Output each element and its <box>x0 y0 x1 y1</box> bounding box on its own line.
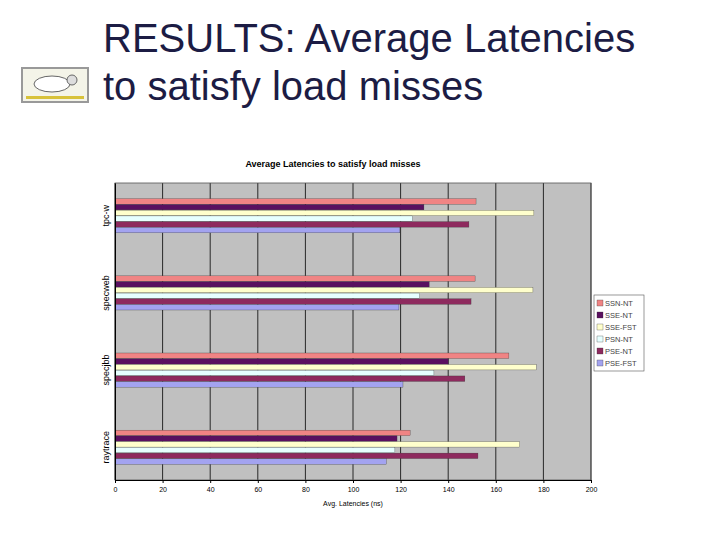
x-tick: 160 <box>490 480 502 493</box>
logo-head <box>67 75 77 85</box>
logo <box>22 68 88 102</box>
x-axis-line <box>116 481 592 484</box>
x-tick-mark <box>448 480 449 483</box>
bar <box>115 453 478 458</box>
x-tick-mark <box>163 480 164 483</box>
bar <box>115 204 424 209</box>
bar <box>115 276 475 281</box>
bar <box>115 370 434 375</box>
x-tick-mark <box>353 480 354 483</box>
plot-frame <box>115 183 591 480</box>
legend-swatch <box>597 336 603 342</box>
legend-label: SSN-NT <box>605 299 633 308</box>
bar <box>115 282 429 287</box>
bar <box>115 293 420 298</box>
y-axis: tpc-w specweb specjbb raytrace <box>101 184 116 481</box>
x-tick: 0 <box>114 480 118 493</box>
x-tick-label: 40 <box>207 486 215 493</box>
x-tick: 120 <box>395 480 407 493</box>
bar <box>115 216 413 221</box>
x-axis-title: Avg. Latencies (ns) <box>323 500 383 508</box>
y-axis-line <box>115 184 116 481</box>
slide-title: RESULTS: Average Latenciesto satisfy loa… <box>103 16 635 108</box>
legend: SSN-NT SSE-NT SSE-FST PSN-NT PSE-NT PSE-FST <box>594 295 644 371</box>
legend-swatch <box>597 348 603 354</box>
bar <box>115 459 386 464</box>
legend-swatch <box>597 324 603 330</box>
x-tick: 40 <box>207 480 215 493</box>
bar <box>115 227 400 232</box>
bar <box>115 436 397 441</box>
grid <box>115 183 591 480</box>
legend-label: PSE-NT <box>605 347 633 356</box>
x-tick: 20 <box>159 480 167 493</box>
bar <box>115 442 520 447</box>
x-tick-label: 60 <box>254 486 262 493</box>
grid-line <box>448 183 449 480</box>
legend-label: SSE-FST <box>605 323 637 332</box>
grid-line <box>495 183 496 480</box>
x-tick-label: 160 <box>490 486 502 493</box>
y-tick-label: specjbb <box>101 355 111 386</box>
x-tick-mark <box>258 480 259 483</box>
logo-ground <box>26 96 84 99</box>
legend-box <box>594 295 644 371</box>
y-tick-label: tpc-w <box>101 205 111 227</box>
bar <box>115 353 509 358</box>
y-tick: specjbb <box>101 355 115 386</box>
x-tick-label: 180 <box>538 486 550 493</box>
chart-title: Average Latencies to satisfy load misses <box>245 159 420 169</box>
x-tick-label: 20 <box>159 486 167 493</box>
bar <box>115 222 469 227</box>
x-tick-mark <box>591 480 592 483</box>
x-tick-label: 0 <box>114 486 118 493</box>
x-tick: 60 <box>254 480 262 493</box>
logo-frame <box>22 68 88 102</box>
bar <box>115 305 399 310</box>
legend-swatch <box>597 300 603 306</box>
grid-line <box>543 183 544 480</box>
bar <box>115 199 476 204</box>
legend-swatch <box>597 360 603 366</box>
bar <box>115 359 448 364</box>
x-tick-mark <box>401 480 402 483</box>
legend-label: PSN-NT <box>605 335 633 344</box>
legend-swatch <box>597 312 603 318</box>
bars <box>115 199 536 465</box>
x-tick-mark <box>305 480 306 483</box>
x-tick-label: 200 <box>586 486 598 493</box>
logo-body <box>34 76 70 92</box>
legend-label: PSE-FST <box>605 359 637 368</box>
x-tick-mark <box>543 480 544 483</box>
y-tick: tpc-w <box>101 205 115 227</box>
x-tick-label: 140 <box>443 486 455 493</box>
bar <box>115 299 471 304</box>
bar <box>115 287 533 292</box>
bar <box>115 364 536 369</box>
bar <box>115 430 410 435</box>
x-tick-label: 120 <box>395 486 407 493</box>
y-tick-label: specweb <box>101 275 111 311</box>
x-tick: 180 <box>538 480 550 493</box>
x-tick-label: 80 <box>302 486 310 493</box>
x-tick: 140 <box>443 480 455 493</box>
y-tick: specweb <box>101 275 115 311</box>
legend-label: SSE-NT <box>605 311 633 320</box>
x-tick-mark <box>210 480 211 483</box>
x-tick: 100 <box>348 480 360 493</box>
plot-area <box>115 183 591 480</box>
x-tick: 80 <box>302 480 310 493</box>
y-tick: raytrace <box>101 431 115 464</box>
x-tick: 200 <box>586 480 598 493</box>
bar <box>115 447 395 452</box>
bar <box>115 382 403 387</box>
y-tick-label: raytrace <box>101 431 111 464</box>
x-tick-label: 100 <box>348 486 360 493</box>
x-tick-mark <box>496 480 497 483</box>
x-axis: 0 20 40 60 80 100 120 140 160 180 200 <box>114 480 598 493</box>
bar <box>115 376 465 381</box>
bar <box>115 210 534 215</box>
slide: RESULTS: Average Latenciesto satisfy loa… <box>0 0 720 540</box>
